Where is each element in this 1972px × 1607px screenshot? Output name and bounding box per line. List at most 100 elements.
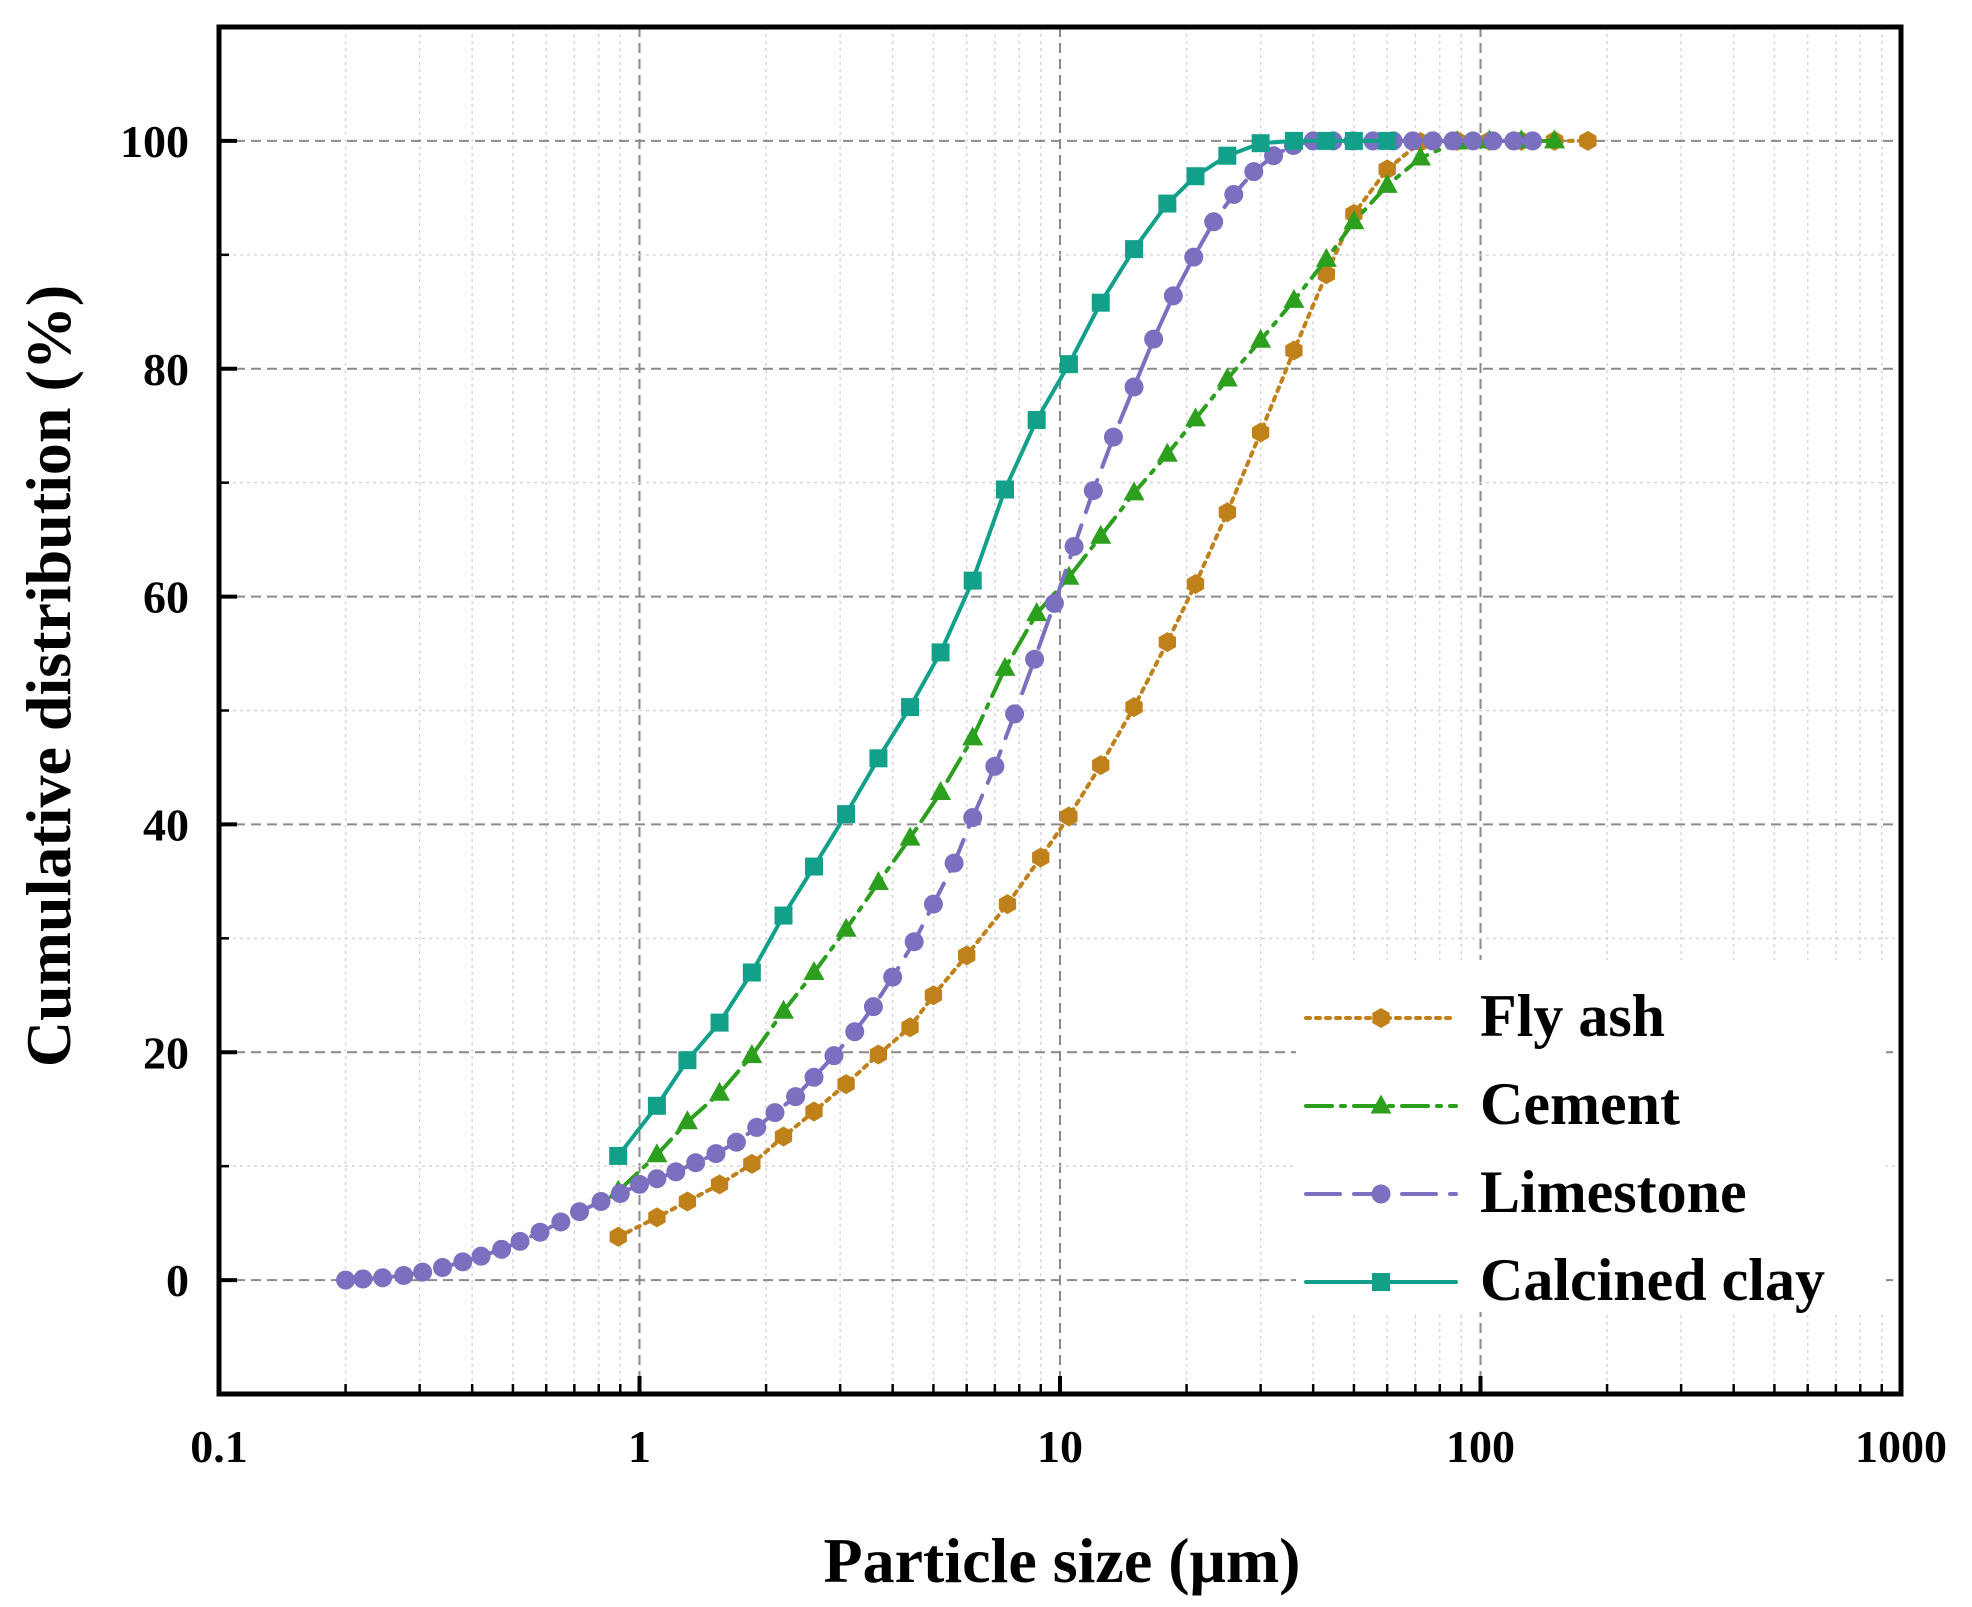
data-point-limestone (1423, 131, 1443, 151)
data-point-fly-ash (648, 1207, 666, 1228)
data-point-limestone (1204, 212, 1224, 232)
series-calcined-clay (609, 131, 1397, 1165)
data-point-calcined-clay (609, 1146, 628, 1165)
data-point-cement (867, 871, 889, 891)
data-point-limestone (1443, 131, 1463, 151)
data-point-limestone (1124, 377, 1144, 397)
legend-sample-fly-ash (1304, 1008, 1458, 1028)
data-point-fly-ash (1125, 697, 1143, 718)
data-point-limestone (471, 1246, 491, 1266)
data-point-fly-ash (901, 1017, 919, 1038)
data-point-calcined-clay (931, 643, 950, 662)
legend-marker-limestone (1371, 1184, 1391, 1204)
data-point-fly-ash (924, 985, 943, 1006)
data-point-limestone (1504, 131, 1524, 151)
data-point-limestone (551, 1212, 571, 1232)
data-point-fly-ash (869, 1044, 888, 1065)
data-point-fly-ash (678, 1191, 697, 1212)
data-point-cement (803, 961, 825, 981)
data-point-fly-ash (710, 1174, 729, 1195)
data-point-limestone (1403, 131, 1423, 151)
legend-sample-limestone (1304, 1184, 1458, 1204)
data-point-calcined-clay (1158, 194, 1177, 213)
data-point-cement (835, 917, 857, 937)
legend-marker-cement (1370, 1094, 1392, 1114)
data-point-fly-ash (1218, 502, 1236, 523)
data-point-cement (1283, 288, 1305, 308)
data-point-cement (741, 1044, 763, 1064)
data-point-calcined-clay (742, 963, 761, 982)
data-point-calcined-clay (774, 906, 793, 925)
data-point-fly-ash (1251, 422, 1270, 443)
data-point-limestone (883, 967, 903, 987)
series-line-cement (616, 138, 1557, 1194)
data-point-calcined-clay (1378, 131, 1397, 150)
data-point-fly-ash (998, 894, 1017, 915)
legend-label-cement: Cement (1480, 1071, 1680, 1137)
data-point-calcined-clay (901, 698, 920, 717)
data-point-limestone (510, 1231, 530, 1251)
x-tick-label: 0.1 (190, 1421, 248, 1472)
data-point-limestone (530, 1222, 550, 1242)
data-point-limestone (686, 1153, 706, 1173)
data-point-calcined-clay (996, 480, 1015, 499)
data-point-limestone (985, 756, 1005, 776)
data-point-cement (676, 1110, 698, 1130)
data-point-calcined-clay (804, 857, 823, 876)
data-point-cement (709, 1081, 731, 1101)
data-point-cement (1315, 247, 1337, 267)
legend-sample-cement (1304, 1094, 1458, 1114)
data-point-limestone (1083, 481, 1103, 501)
data-point-limestone (1064, 536, 1084, 556)
data-point-limestone (453, 1252, 473, 1272)
data-point-cement (899, 826, 921, 846)
data-point-limestone (630, 1174, 649, 1194)
data-point-cement (1184, 407, 1206, 427)
data-point-cement (1376, 173, 1398, 193)
legend-sample-calcined-clay (1304, 1273, 1458, 1291)
data-point-limestone (1224, 184, 1244, 204)
data-point-cement (1250, 328, 1272, 348)
data-point-fly-ash (1092, 755, 1110, 776)
data-point-calcined-clay (837, 805, 856, 824)
data-point-limestone (963, 808, 983, 828)
data-point-cement (1090, 524, 1112, 544)
data-point-calcined-clay (1059, 355, 1078, 374)
data-point-limestone (706, 1144, 726, 1164)
legend-item-fly-ash: Fly ash (1304, 983, 1665, 1049)
data-point-calcined-clay (1027, 411, 1046, 430)
data-point-limestone (666, 1162, 686, 1182)
data-point-limestone (1523, 131, 1543, 151)
data-point-limestone (824, 1046, 844, 1066)
series-limestone (336, 131, 1543, 1290)
y-tick-label: 100 (120, 116, 189, 167)
data-point-cement (930, 781, 952, 801)
data-point-limestone (1103, 427, 1123, 447)
data-point-limestone (591, 1191, 611, 1211)
data-point-limestone (432, 1258, 452, 1278)
legend-item-calcined-clay: Calcined clay (1304, 1247, 1825, 1313)
data-point-limestone (353, 1269, 373, 1289)
data-point-limestone (492, 1239, 512, 1259)
data-point-calcined-clay (678, 1051, 697, 1070)
data-point-limestone (336, 1270, 356, 1290)
data-point-limestone (765, 1103, 785, 1123)
y-tick-label: 0 (166, 1255, 189, 1306)
data-point-limestone (647, 1169, 667, 1189)
data-point-calcined-clay (1218, 146, 1237, 165)
data-point-limestone (1244, 162, 1264, 182)
data-point-limestone (904, 932, 924, 952)
data-point-calcined-clay (710, 1013, 729, 1032)
legend-item-cement: Cement (1304, 1071, 1680, 1137)
data-point-cement (1544, 129, 1566, 149)
tick-labels: 0.1 1 10 100 1000 0 20 40 60 80 100 (120, 116, 1947, 1472)
data-point-limestone (804, 1067, 824, 1087)
x-tick-label: 1 (628, 1421, 651, 1472)
x-tick-label: 1000 (1855, 1421, 1947, 1472)
data-point-fly-ash (609, 1226, 627, 1247)
data-point-limestone (747, 1117, 767, 1137)
y-tick-label: 40 (143, 799, 189, 850)
data-point-calcined-clay (869, 749, 888, 768)
data-point-fly-ash (1060, 806, 1078, 827)
